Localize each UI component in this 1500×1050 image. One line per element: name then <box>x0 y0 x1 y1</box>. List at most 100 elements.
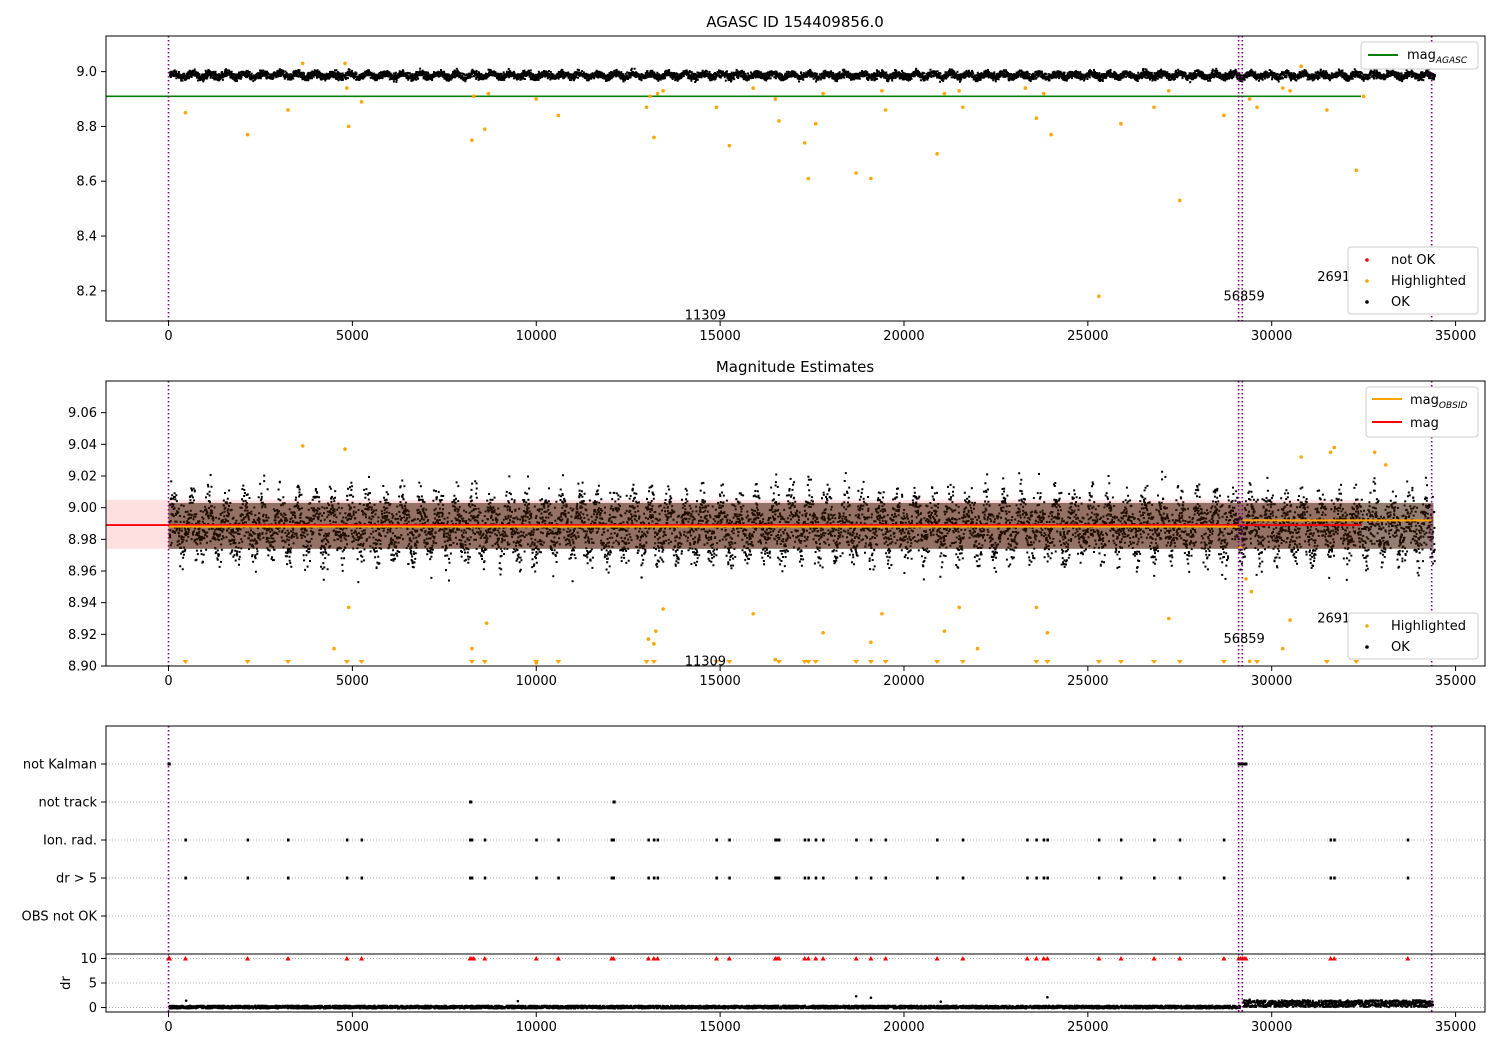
flag-event-mark <box>470 876 474 880</box>
p2-clipped-marker <box>959 660 966 664</box>
flag-event-mark <box>1097 876 1101 880</box>
p1-highlighted-point <box>727 143 732 148</box>
flag-event-mark <box>647 838 650 842</box>
flag-event-mark <box>961 876 965 880</box>
flag-label: dr > 5 <box>56 872 97 887</box>
p1-highlighted-point <box>869 176 873 181</box>
dr-clipped-marker <box>1328 955 1334 961</box>
flag-event-mark <box>470 838 474 842</box>
p2-clipped-marker <box>812 660 819 664</box>
flag-event-mark <box>869 876 873 880</box>
legend-not-ok: not OK <box>1391 253 1436 268</box>
flag-event-mark <box>345 838 349 842</box>
p2-highlighted-point <box>1244 577 1248 581</box>
p2-highlighted-point <box>653 629 658 633</box>
flag-event-mark <box>1243 762 1246 766</box>
dr-outlier <box>516 999 520 1003</box>
dr-clipped-marker <box>726 955 732 961</box>
p2-clipped-marker <box>285 660 292 664</box>
p1-highlighted-point <box>286 108 290 112</box>
legend2-highlighted: Highlighted <box>1391 619 1466 634</box>
p2-clipped-marker <box>468 660 475 664</box>
p2-ytick-label: 9.04 <box>68 438 97 453</box>
dr-clipped-marker <box>1331 955 1337 961</box>
p2-clipped-marker <box>533 660 540 664</box>
p1-xtick-label: 15000 <box>699 329 740 344</box>
p2-highlighted-point <box>1034 605 1039 610</box>
legend-mag: mag <box>1410 416 1439 431</box>
flag-event-mark <box>814 876 818 880</box>
flag-event-mark <box>612 876 615 880</box>
p2-highlighted-point <box>346 605 351 610</box>
flag-event-mark <box>1042 838 1046 842</box>
flag-event-mark <box>557 876 560 880</box>
legend-ok: OK <box>1391 295 1410 310</box>
p2-clipped-marker <box>1323 660 1330 664</box>
panel2-legend-bottom: Highlighted OK <box>1347 612 1479 660</box>
p1-highlighted-point <box>245 132 250 137</box>
flag-event-mark <box>855 838 858 842</box>
flag-event-mark <box>287 876 290 880</box>
panel2-frame <box>105 380 1486 667</box>
dr-clipped-marker <box>1024 955 1030 961</box>
flag-event-mark <box>822 838 825 842</box>
p2-ytick-label: 8.94 <box>68 596 97 611</box>
p2-xtick-label: 5000 <box>336 674 369 689</box>
p1-ytick-label: 8.2 <box>76 284 97 299</box>
flag-event-mark <box>1329 838 1333 842</box>
flag-event-mark <box>1153 838 1156 842</box>
dr-clipped-marker <box>359 955 365 961</box>
flag-event-mark <box>807 876 810 880</box>
p1-highlighted-point <box>471 94 476 99</box>
p2-ytick-label: 8.96 <box>68 565 97 580</box>
p1-highlighted-point <box>1049 132 1053 137</box>
flag-event-mark <box>936 876 939 880</box>
p2-clipped-marker <box>1044 660 1051 664</box>
flag-event-mark <box>287 838 290 842</box>
panel1-frame <box>105 35 1486 322</box>
p1-highlighted-point <box>652 135 656 140</box>
p2-clipped-marker <box>244 660 251 664</box>
flag-event-mark <box>184 838 187 842</box>
p4-xtick-label: 20000 <box>883 1020 924 1035</box>
p1-highlighted-point <box>1247 97 1252 101</box>
p2-clipped-marker <box>358 660 365 664</box>
dr-clipped-marker <box>645 955 651 961</box>
p1-highlighted-point <box>957 89 961 93</box>
p2-xtick-label: 10000 <box>516 674 557 689</box>
flag-event-mark <box>652 876 656 880</box>
flag-event-mark <box>1237 762 1241 766</box>
p2-highlighted-point <box>1247 659 1252 664</box>
p1-highlighted-point <box>942 91 947 96</box>
p2-highlighted-point <box>1045 630 1050 635</box>
p2-highlighted-point <box>1372 450 1377 455</box>
flag-event-mark <box>776 876 779 880</box>
p1-xtick-label: 20000 <box>883 329 924 344</box>
flag-event-mark <box>728 838 731 842</box>
dr-clipped-marker <box>883 955 889 961</box>
p1-highlighted-point <box>343 61 347 66</box>
flag-event-mark <box>777 838 781 842</box>
flag-label: not track <box>38 796 97 811</box>
p1-highlighted-point <box>482 127 487 131</box>
flag-event-mark <box>1241 762 1244 766</box>
p2-clipped-marker <box>867 660 874 664</box>
flag-event-mark <box>610 838 614 842</box>
flag-event-mark <box>961 838 965 842</box>
p1-ytick-label: 9.0 <box>76 65 97 80</box>
panel1-title: AGASC ID 154409856.0 <box>706 13 884 31</box>
p1-highlighted-point <box>1152 105 1156 110</box>
p4-ytick-label: 0 <box>89 1001 97 1016</box>
legend-mag-agasc-label: mag <box>1407 48 1436 63</box>
p1-highlighted-point <box>751 86 756 90</box>
p1-highlighted-point <box>1288 89 1292 93</box>
flag-event-mark <box>469 800 473 804</box>
p1-highlighted-point <box>854 171 858 175</box>
dr-outlier <box>939 1000 943 1003</box>
dr-clipped-marker <box>1221 955 1227 961</box>
p2-xtick-label: 30000 <box>1251 674 1292 689</box>
p2-highlighted-point <box>942 629 947 633</box>
legend-mag-obsid-sub: OBSID <box>1439 401 1468 411</box>
dr-points <box>168 999 1435 1010</box>
p2-xtick-label: 0 <box>164 674 172 689</box>
